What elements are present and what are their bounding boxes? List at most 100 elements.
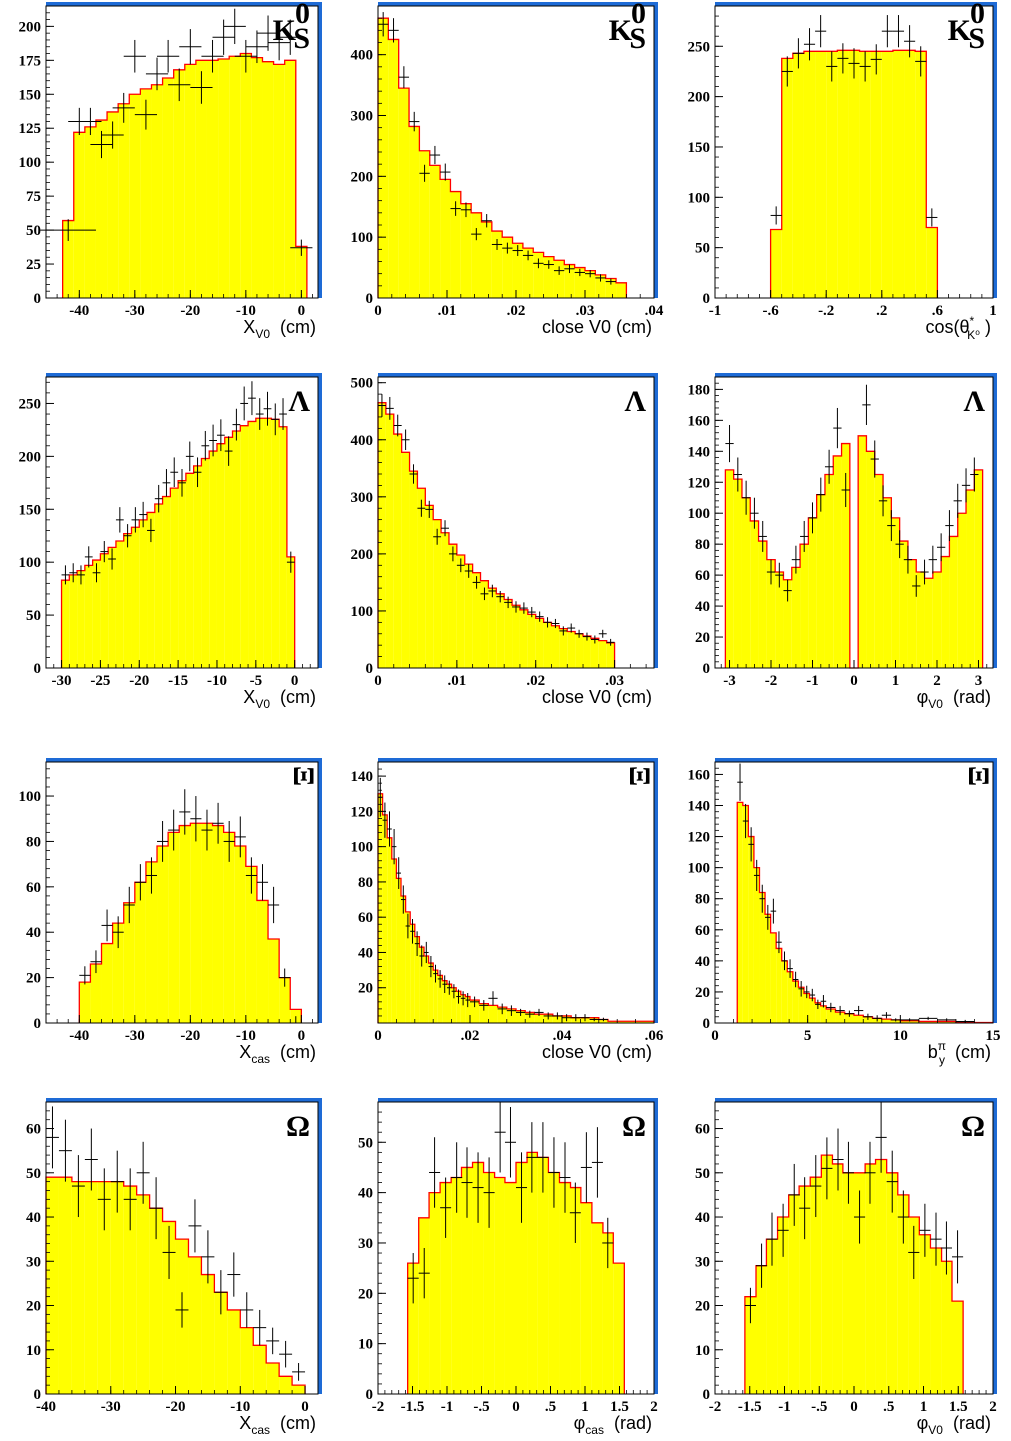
mc-bin [385,414,394,668]
data-point [255,398,264,430]
data-point [253,1309,267,1346]
x-axis-label: close V0 (cm) [542,687,652,707]
mc-bin [837,50,849,298]
mc-bin [409,126,420,298]
data-point [110,1150,124,1213]
y-tick-label: 50 [26,223,41,239]
mc-bin [451,987,457,1023]
x-tick-label: -1 [709,303,722,319]
y-tick-label: 100 [351,604,374,620]
data-point [776,931,782,954]
mc-bin [429,165,441,298]
mc-bin [472,1162,484,1394]
mc-bin [918,1021,938,1023]
data-point [398,66,410,89]
mc-bin [218,58,230,299]
frame-shadow-right [318,1099,322,1394]
mc-bin [533,252,544,298]
data-point [799,1177,811,1240]
data-point [84,546,93,568]
mc-bin [201,823,213,1023]
data-point [872,1015,882,1022]
y-tick-label: 30 [695,1254,710,1270]
data-point [800,520,809,552]
data-point [891,1018,901,1022]
data-point [533,258,544,269]
data-point [766,1212,778,1266]
data-point [451,984,457,999]
data-point [460,991,466,1006]
mc-bin [949,536,958,668]
mc-bin [206,60,219,299]
mc-bin [907,559,917,668]
y-tick-label: 80 [26,834,41,850]
x-axis-label: φV0 (rad) [917,1413,991,1437]
mc-bin [941,1261,952,1394]
data-point [100,541,109,563]
data-point [791,545,801,574]
mc-bin [273,64,285,299]
plot-frame [45,1101,319,1395]
x-tick-label: .5 [545,1399,556,1415]
data-point [835,1005,845,1016]
y-tick-label: 20 [358,1286,373,1302]
data-point [465,993,470,1008]
data-point [193,457,202,488]
mc-bin [162,77,174,299]
data-point [897,1190,909,1244]
data-point [123,1168,137,1231]
y-tick-label: 60 [26,880,41,896]
data-point [580,1132,592,1203]
data-point [79,107,102,136]
y-tick-label: 100 [688,506,711,522]
mc-bin [145,861,158,1023]
data-point [580,1014,590,1022]
mc-bin [227,1309,241,1394]
data-point [440,1177,452,1238]
data-point [429,145,441,165]
mc-bin [733,479,742,668]
mc-bin [613,1263,625,1394]
x-tick-label: .03 [576,303,595,319]
x-tick-label: 0 [298,1028,306,1044]
data-point [290,239,313,256]
mc-bin [924,578,933,668]
mc-bin [502,237,513,298]
data-point [214,1270,228,1315]
mc-bin [543,622,552,668]
data-point [798,981,804,997]
mc-bin [926,227,938,298]
data-point [139,501,148,528]
y-tick-label: 200 [19,19,42,35]
x-tick-label: -10 [236,303,256,319]
y-tick-label: 500 [351,376,374,392]
mc-bin [240,53,252,299]
mc-bin [201,458,210,668]
frame-shadow-right [654,759,658,1023]
mc-bin [401,896,406,1023]
data-point [497,1003,507,1015]
data-point [149,1177,163,1240]
data-point [162,469,171,497]
mc-bin [792,53,804,298]
data-point [758,520,767,552]
mc-bin [410,924,415,1023]
data-point [504,596,513,609]
mc-bin [448,544,457,668]
data-point [548,1137,560,1208]
frame-shadow-top [378,2,658,6]
mc-bin [147,512,155,668]
data-point [216,419,225,452]
x-tick-label: -.2 [818,303,834,319]
data-point [279,398,287,430]
mc-bin [479,1003,489,1023]
mc-bin [919,1234,931,1394]
data-point [494,1102,506,1173]
mc-bin [441,532,449,668]
mc-bin [598,640,607,668]
x-tick-label: 0 [298,303,306,319]
mc-bin [564,264,575,298]
